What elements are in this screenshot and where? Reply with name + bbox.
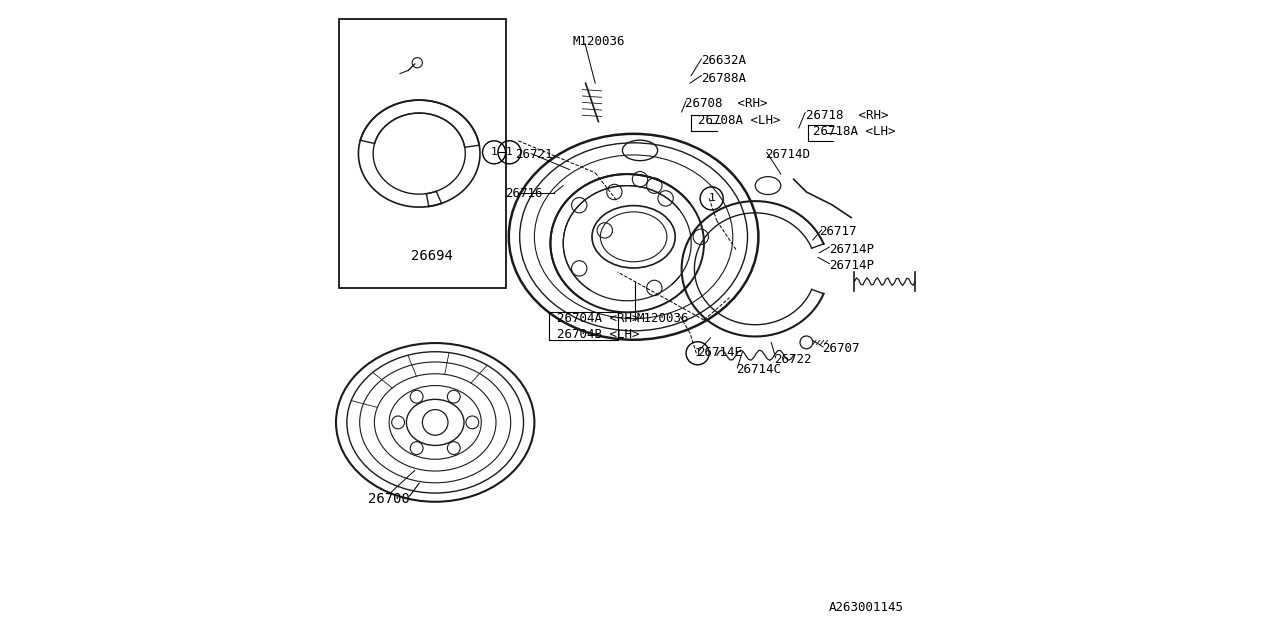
Text: 26714P: 26714P <box>829 259 874 272</box>
Text: 26708  <RH>: 26708 <RH> <box>685 97 767 110</box>
Text: 26717: 26717 <box>819 225 856 238</box>
Text: 26714C: 26714C <box>736 364 781 376</box>
Text: 26708A <LH>: 26708A <LH> <box>698 114 780 127</box>
Text: 26788A: 26788A <box>701 72 746 84</box>
Text: 26716: 26716 <box>506 187 543 200</box>
Text: 1: 1 <box>694 348 701 358</box>
Text: 1: 1 <box>490 147 498 157</box>
Text: 26721: 26721 <box>516 148 553 161</box>
Text: A263001145: A263001145 <box>828 602 904 614</box>
Text: 26707: 26707 <box>823 342 860 355</box>
Text: 26694: 26694 <box>411 249 453 263</box>
Text: M120036: M120036 <box>573 35 626 48</box>
Text: 26632A: 26632A <box>701 54 746 67</box>
Text: 26704B <LH>: 26704B <LH> <box>557 328 639 340</box>
Text: 26718A <LH>: 26718A <LH> <box>813 125 895 138</box>
Text: 26714E: 26714E <box>698 346 742 358</box>
Bar <box>549 312 618 340</box>
Text: 1: 1 <box>506 147 513 157</box>
Text: M120036: M120036 <box>637 312 690 325</box>
Text: 26718  <RH>: 26718 <RH> <box>806 109 888 122</box>
Text: 26714D: 26714D <box>765 148 810 161</box>
Text: 26714P: 26714P <box>829 243 874 256</box>
Text: 1: 1 <box>708 193 716 204</box>
Text: 26704A <RH>: 26704A <RH> <box>557 312 639 325</box>
Bar <box>339 19 506 288</box>
Text: 26722: 26722 <box>774 353 812 366</box>
Text: 26700: 26700 <box>369 492 410 506</box>
